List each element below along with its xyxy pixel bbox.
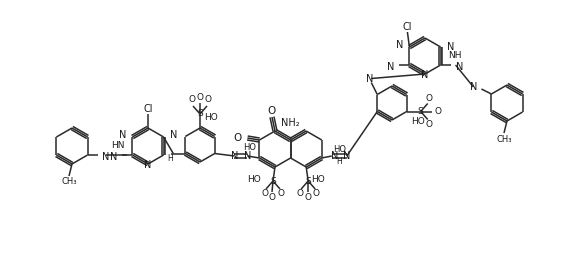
Text: H: H: [336, 157, 342, 166]
Text: O: O: [277, 189, 285, 198]
Text: N: N: [119, 130, 126, 140]
Text: O: O: [297, 189, 304, 198]
Text: O: O: [312, 189, 320, 198]
Text: N: N: [244, 151, 251, 161]
Text: O: O: [304, 193, 312, 202]
Text: O: O: [233, 133, 242, 143]
Text: N: N: [110, 152, 117, 162]
Text: Cl: Cl: [143, 104, 153, 114]
Text: O: O: [197, 92, 204, 102]
Text: N: N: [470, 82, 477, 92]
Text: O: O: [434, 107, 441, 116]
Text: HO: HO: [411, 117, 425, 126]
Text: O: O: [269, 193, 276, 202]
Text: NH₂: NH₂: [281, 118, 300, 128]
Text: HO: HO: [204, 112, 218, 121]
Text: N: N: [421, 70, 429, 80]
Text: N: N: [145, 160, 152, 170]
Text: Cl: Cl: [403, 22, 412, 32]
Text: HO: HO: [247, 176, 261, 185]
Text: N: N: [170, 130, 177, 140]
Text: H: H: [167, 154, 173, 163]
Text: HN: HN: [111, 140, 124, 150]
Text: N: N: [396, 40, 403, 50]
Text: O: O: [261, 189, 269, 198]
Text: O: O: [425, 120, 432, 129]
Text: HO: HO: [333, 144, 346, 153]
Text: N: N: [456, 62, 463, 72]
Text: O: O: [205, 95, 211, 105]
Text: O: O: [268, 106, 276, 116]
Text: N: N: [231, 151, 238, 161]
Text: S: S: [270, 176, 276, 186]
Text: O: O: [188, 95, 196, 105]
Text: N: N: [331, 151, 338, 161]
Text: N: N: [101, 152, 109, 162]
Text: HO: HO: [243, 144, 256, 153]
Text: S: S: [418, 107, 424, 116]
Text: N: N: [366, 73, 373, 83]
Text: N: N: [447, 42, 454, 52]
Text: N: N: [387, 62, 395, 72]
Text: HO: HO: [311, 176, 325, 185]
Text: NH: NH: [448, 50, 462, 60]
Text: O: O: [425, 94, 432, 103]
Text: CH₃: CH₃: [61, 178, 77, 186]
Text: N: N: [343, 151, 350, 161]
Text: S: S: [197, 109, 203, 118]
Text: S: S: [305, 176, 311, 186]
Text: CH₃: CH₃: [496, 134, 512, 144]
